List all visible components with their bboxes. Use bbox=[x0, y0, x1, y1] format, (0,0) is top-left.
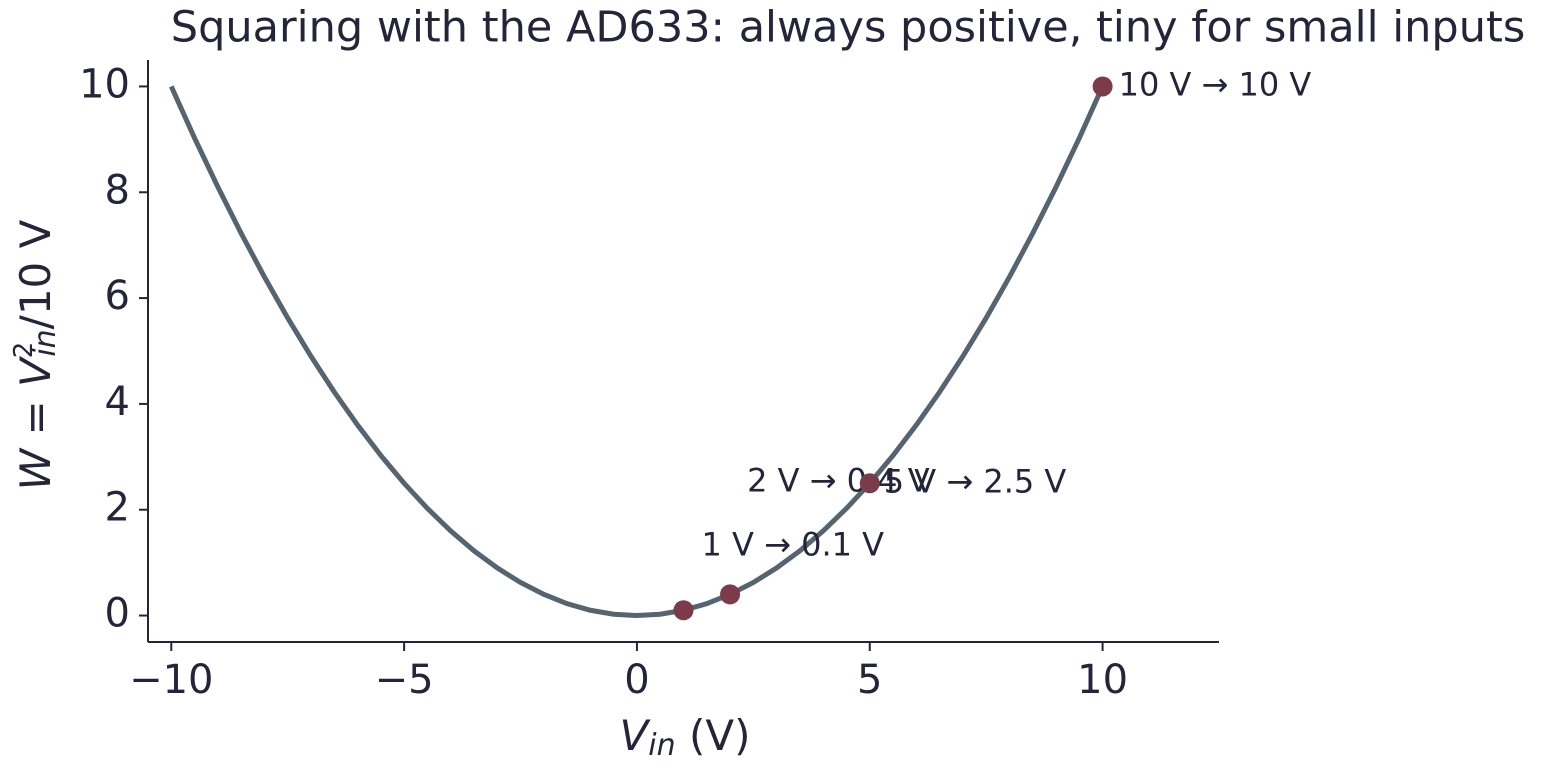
x-label-rest: (V) bbox=[676, 711, 751, 760]
y-tick-label: 0 bbox=[105, 591, 130, 637]
annotation: 10 V → 10 V bbox=[1119, 65, 1312, 103]
x-label-var: V bbox=[620, 711, 652, 760]
x-tick-label: −10 bbox=[129, 657, 213, 703]
y-tick-label: 2 bbox=[105, 485, 130, 531]
annotation: 1 V → 0.1 V bbox=[702, 525, 885, 563]
annotation: 2 V → 0.4 V bbox=[747, 461, 930, 499]
y-tick-label: 4 bbox=[105, 379, 130, 425]
y-axis-label: W = V2in/10 V bbox=[9, 219, 63, 490]
y-label-rest: /10 V bbox=[11, 219, 60, 329]
chart-title: Squaring with the AD633: always positive… bbox=[171, 3, 1525, 53]
curve bbox=[169, 85, 1105, 619]
x-tick-label: 0 bbox=[624, 657, 649, 703]
x-tick-label: −5 bbox=[375, 657, 434, 703]
y-label-lhs: W = V bbox=[11, 355, 60, 490]
highlight-point bbox=[720, 584, 741, 605]
annotation: 5 V → 2.5 V bbox=[884, 462, 1067, 500]
highlight-point bbox=[1092, 76, 1113, 97]
highlight-point bbox=[673, 600, 694, 621]
x-axis-label: Vin (V) bbox=[620, 711, 751, 763]
y-tick-label: 10 bbox=[79, 61, 130, 107]
x-tick-label: 10 bbox=[1077, 657, 1128, 703]
y-label-sub: in bbox=[28, 329, 63, 356]
x-label-sub: in bbox=[648, 728, 675, 763]
highlight-point bbox=[859, 473, 880, 494]
y-tick-label: 6 bbox=[105, 273, 130, 319]
y-label-sup: 2 bbox=[9, 342, 39, 359]
x-tick-label: 5 bbox=[857, 657, 882, 703]
y-tick-label: 8 bbox=[105, 167, 130, 213]
